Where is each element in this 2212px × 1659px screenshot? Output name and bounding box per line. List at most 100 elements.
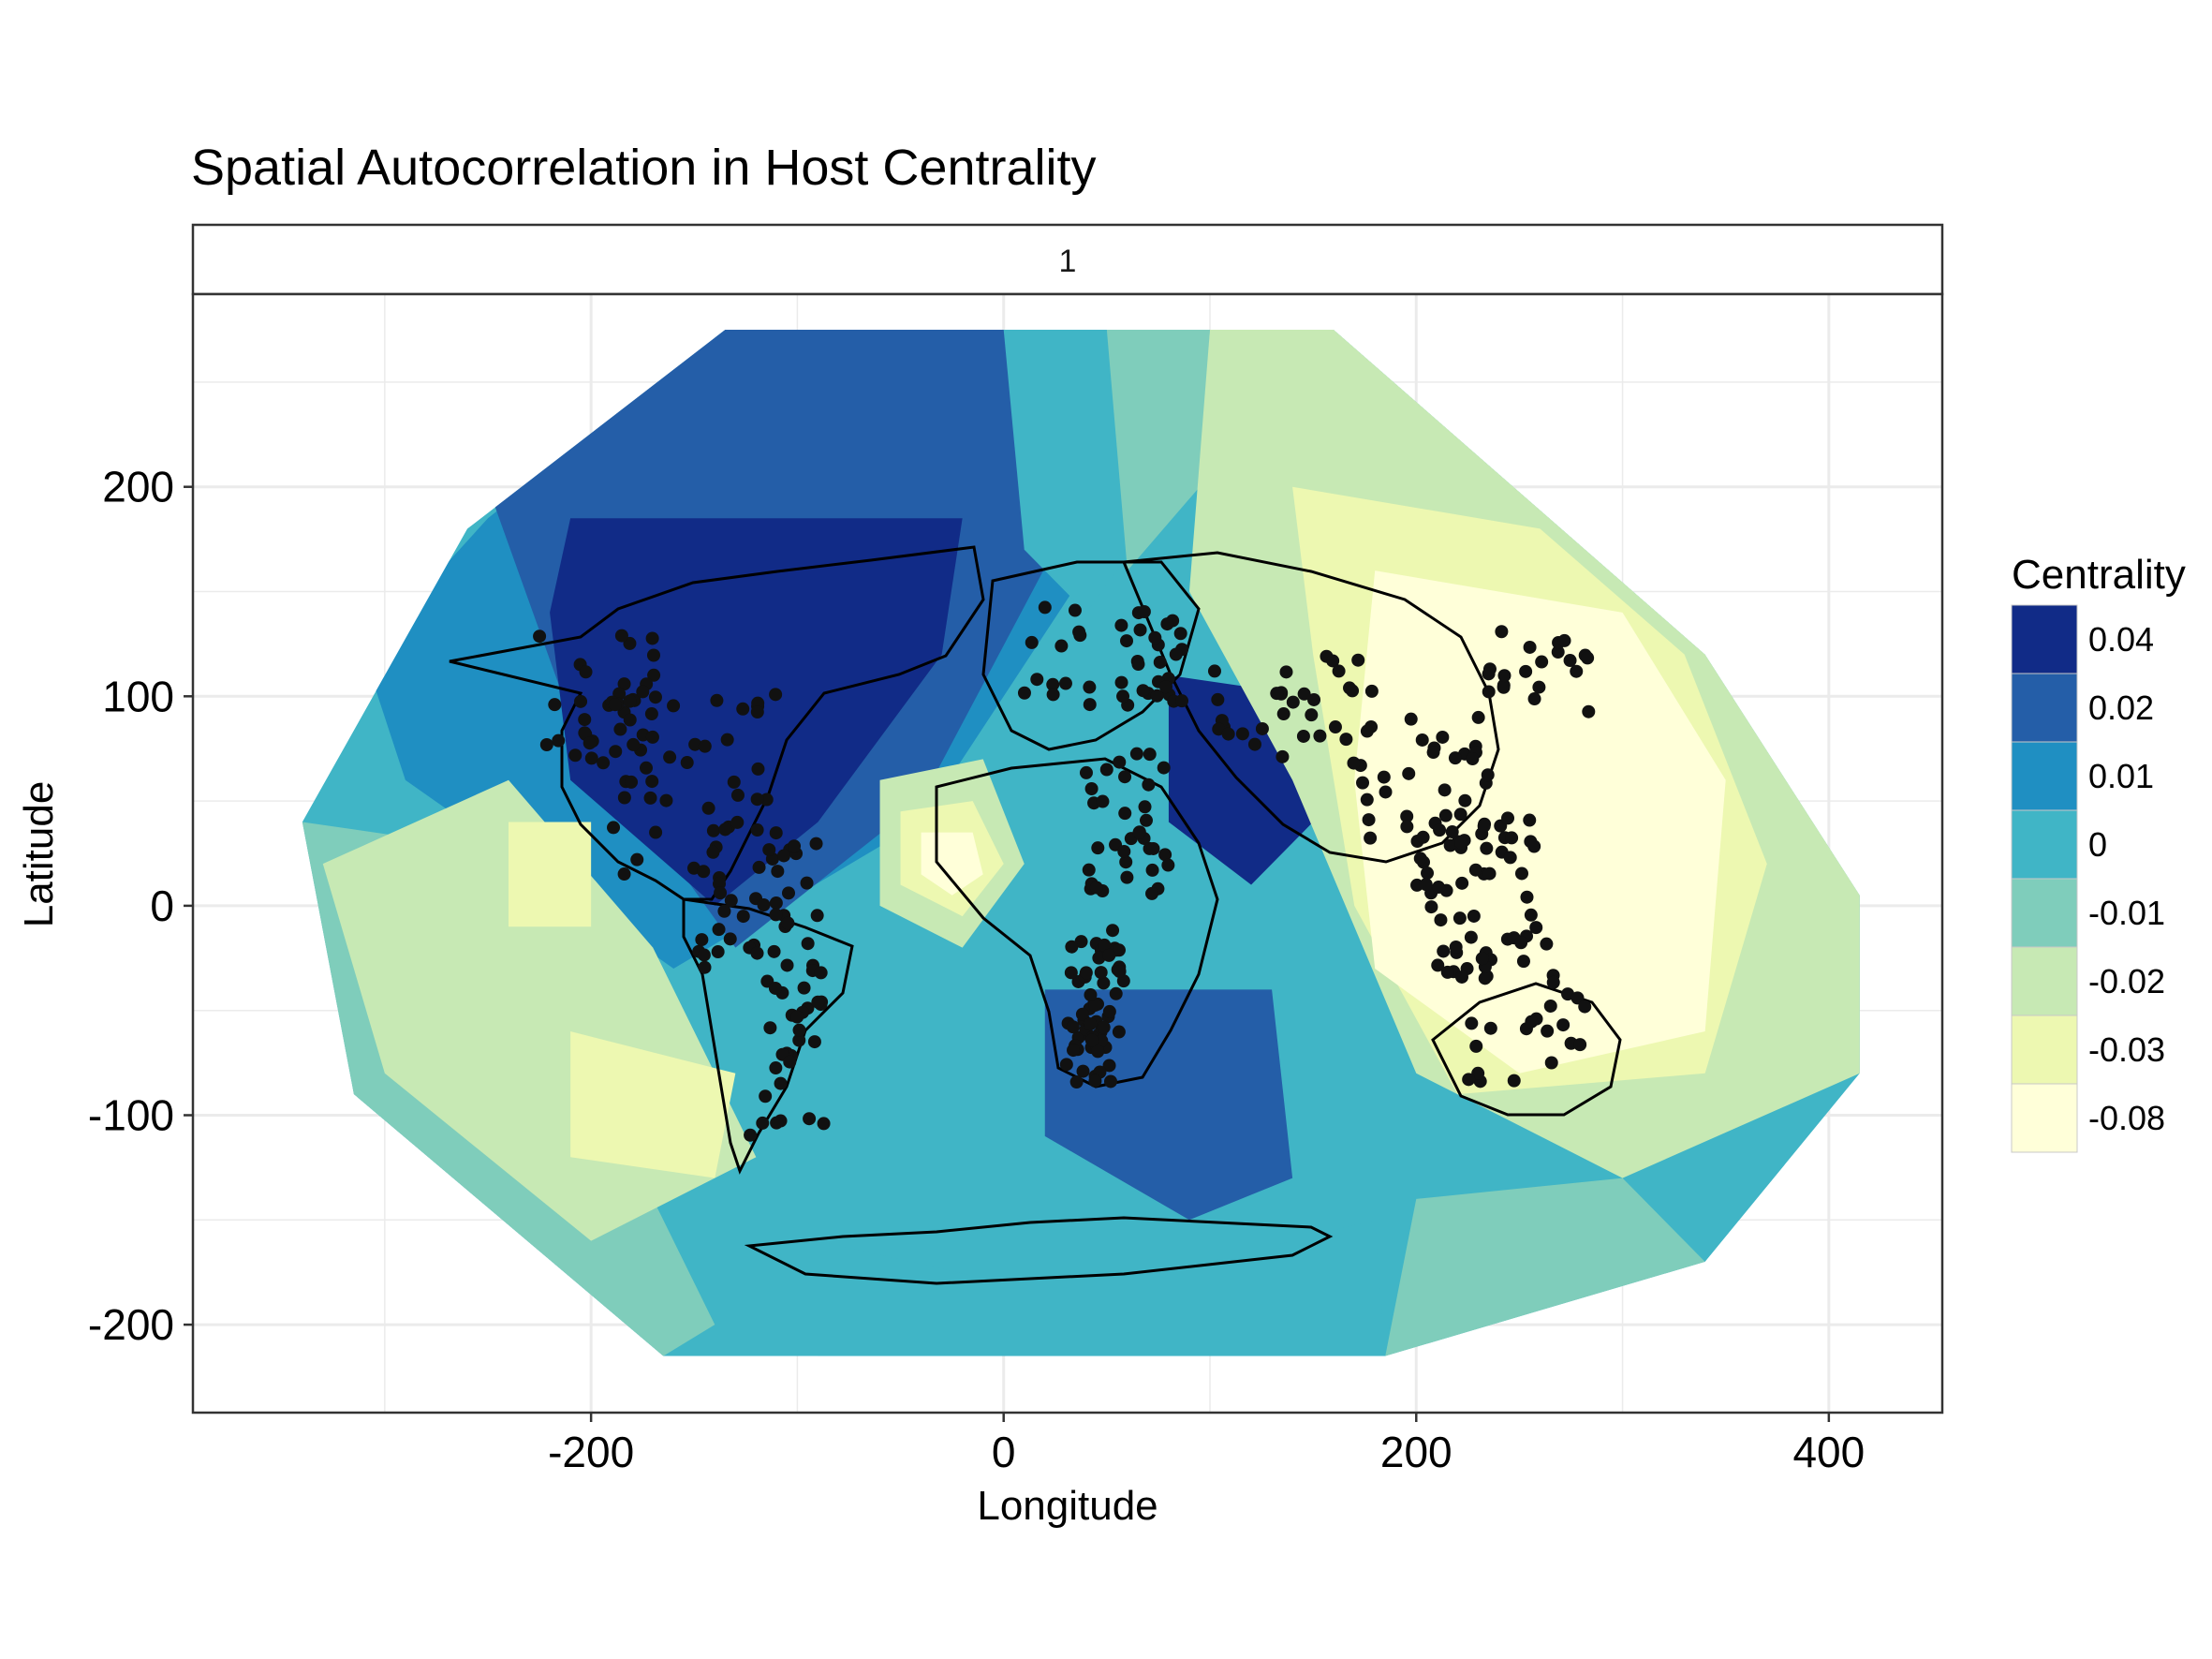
host-point [1438,783,1452,797]
x-tick-label: -200 [548,1428,634,1476]
host-point [623,694,637,708]
host-point [1481,768,1495,782]
host-point [1083,698,1097,712]
host-point [720,733,734,747]
host-point [1089,881,1103,895]
host-point [1114,675,1128,689]
host-point [1094,966,1108,980]
host-point [1091,841,1105,855]
host-point [1169,647,1183,661]
host-point [783,1055,797,1069]
legend-label: -0.08 [2088,1099,2165,1137]
host-point [756,1116,770,1130]
host-point [1524,908,1538,922]
y-axis-title: Latitude [16,781,62,928]
x-tick-label: 400 [1792,1428,1865,1476]
host-point [1469,1039,1483,1053]
host-point [643,791,657,805]
host-point [1313,729,1327,743]
host-point [768,981,782,995]
facet-strip-label: 1 [1059,244,1077,279]
host-point [1296,729,1310,743]
legend-label: 0 [2088,825,2107,864]
y-tick-label: 0 [150,881,174,930]
centrality-region-6 [1106,330,1210,571]
host-point [781,916,795,930]
host-point [1131,658,1145,672]
host-point [1471,710,1485,724]
host-point [645,631,659,645]
host-point [636,685,650,699]
host-point [717,904,731,918]
host-point [769,688,783,702]
host-points [533,600,1596,1142]
host-point [1328,720,1342,734]
host-point [1099,763,1113,777]
host-point [730,815,745,829]
host-point [1507,1074,1521,1088]
host-point [1466,752,1480,766]
host-point [1543,999,1557,1013]
host-point [1347,756,1361,770]
host-point [1112,943,1126,957]
host-point [1142,778,1156,792]
host-point [697,865,711,879]
host-point [1540,937,1554,951]
host-point [711,945,725,959]
host-point [807,1035,821,1049]
host-point [763,1021,777,1035]
host-point [1136,684,1150,698]
host-point [1551,645,1565,659]
host-point [1497,678,1511,692]
host-point [1467,909,1481,923]
asia-outline [1121,551,1500,864]
host-point [1046,677,1060,691]
host-point [1404,712,1418,726]
host-point [1129,747,1143,761]
host-point [1503,851,1517,865]
host-point [617,677,631,691]
host-point [1076,1064,1090,1078]
host-point [1145,863,1159,877]
host-point [1138,800,1152,814]
host-point [1432,881,1446,895]
host-point [1092,951,1106,965]
host-point [680,756,694,770]
host-point [1117,844,1131,858]
host-point [1084,1033,1099,1047]
host-point [582,736,597,750]
host-point [1103,1074,1117,1089]
host-point [797,981,811,995]
host-point [1364,831,1378,845]
host-point [578,726,592,740]
host-point [1133,623,1147,637]
x-axis-title: Longitude [977,1483,1158,1529]
host-point [644,707,658,721]
host-point [1235,727,1249,741]
host-point [1058,676,1072,690]
host-point [1084,988,1098,1002]
host-point [1578,1000,1592,1014]
host-point [1097,1020,1111,1034]
host-point [1120,634,1134,648]
host-point [1480,841,1494,855]
host-point [769,896,783,910]
host-point [1523,640,1537,654]
host-point [646,648,660,662]
host-point [1532,680,1546,694]
host-point [1069,1075,1084,1089]
host-point [1118,770,1132,784]
host-point [788,839,802,853]
host-point [1102,948,1116,962]
host-point [1307,692,1321,706]
host-point [1221,727,1235,741]
host-point [767,944,781,958]
host-point [617,791,631,805]
host-point [1379,785,1393,799]
host-point [1421,867,1435,881]
host-point [792,1023,806,1037]
host-point [1339,733,1353,747]
host-point [1556,1018,1571,1032]
centrality-region-5 [1003,330,1148,613]
host-point [1482,685,1496,699]
